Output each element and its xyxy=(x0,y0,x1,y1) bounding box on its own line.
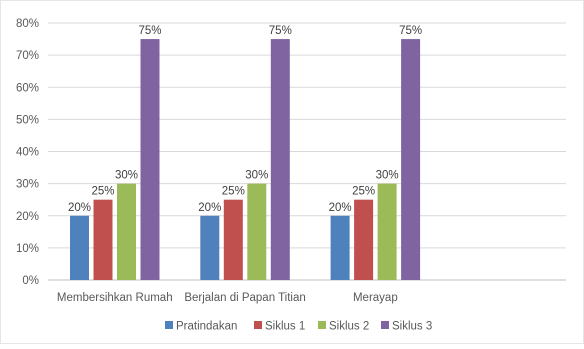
bar xyxy=(401,39,421,280)
data-label: 25% xyxy=(222,186,245,198)
data-label: 75% xyxy=(399,25,422,37)
y-tick-label: 20% xyxy=(16,211,39,223)
x-tick-label: Membersihkan Rumah xyxy=(57,292,173,304)
y-tick-label: 10% xyxy=(16,243,39,255)
data-label: 20% xyxy=(68,202,91,214)
data-label: 75% xyxy=(269,25,292,37)
bar xyxy=(377,183,397,280)
legend-swatch xyxy=(165,321,173,329)
bar xyxy=(93,199,113,280)
bar xyxy=(200,215,220,280)
bar xyxy=(330,215,350,280)
legend-swatch xyxy=(381,321,389,329)
bar xyxy=(140,39,160,280)
bar xyxy=(223,199,243,280)
x-axis: Membersihkan Rumah Berjalan di Papan Titi… xyxy=(57,292,398,304)
bar xyxy=(247,183,267,280)
data-label: 30% xyxy=(376,170,399,182)
bar xyxy=(270,39,290,280)
data-label: 75% xyxy=(138,25,161,37)
bar xyxy=(70,215,89,280)
data-labels: 20%25%30%75%20%25%30%75%20%25%30%75% xyxy=(68,25,422,214)
bar xyxy=(117,183,136,280)
data-label: 20% xyxy=(198,202,221,214)
y-tick-label: 80% xyxy=(16,18,39,30)
bar xyxy=(354,199,374,280)
data-label: 25% xyxy=(352,186,375,198)
data-label: 25% xyxy=(91,186,114,198)
y-tick-label: 40% xyxy=(16,147,39,159)
legend-swatch xyxy=(318,321,326,329)
y-tick-label: 30% xyxy=(16,179,39,191)
y-tick-label: 50% xyxy=(16,114,39,126)
data-label: 20% xyxy=(329,202,352,214)
x-tick-label: Berjalan di Papan Titian xyxy=(184,292,305,304)
y-tick-label: 0% xyxy=(22,275,39,287)
legend-label: Pratindakan xyxy=(176,321,237,333)
bars xyxy=(70,39,421,280)
data-label: 30% xyxy=(245,170,268,182)
data-label: 30% xyxy=(115,170,138,182)
legend: Pratindakan Siklus 1 Siklus 2 Siklus 3 xyxy=(165,321,432,333)
x-tick-label: Merayap xyxy=(353,292,398,304)
y-axis: 0% 10% 20% 30% 40% 50% 60% 70% 80% xyxy=(16,18,39,287)
legend-swatch xyxy=(254,321,262,329)
legend-label: Siklus 1 xyxy=(265,321,305,333)
legend-label: Siklus 2 xyxy=(329,321,369,333)
legend-label: Siklus 3 xyxy=(392,321,432,333)
y-tick-label: 60% xyxy=(16,82,39,94)
y-tick-label: 70% xyxy=(16,50,39,62)
